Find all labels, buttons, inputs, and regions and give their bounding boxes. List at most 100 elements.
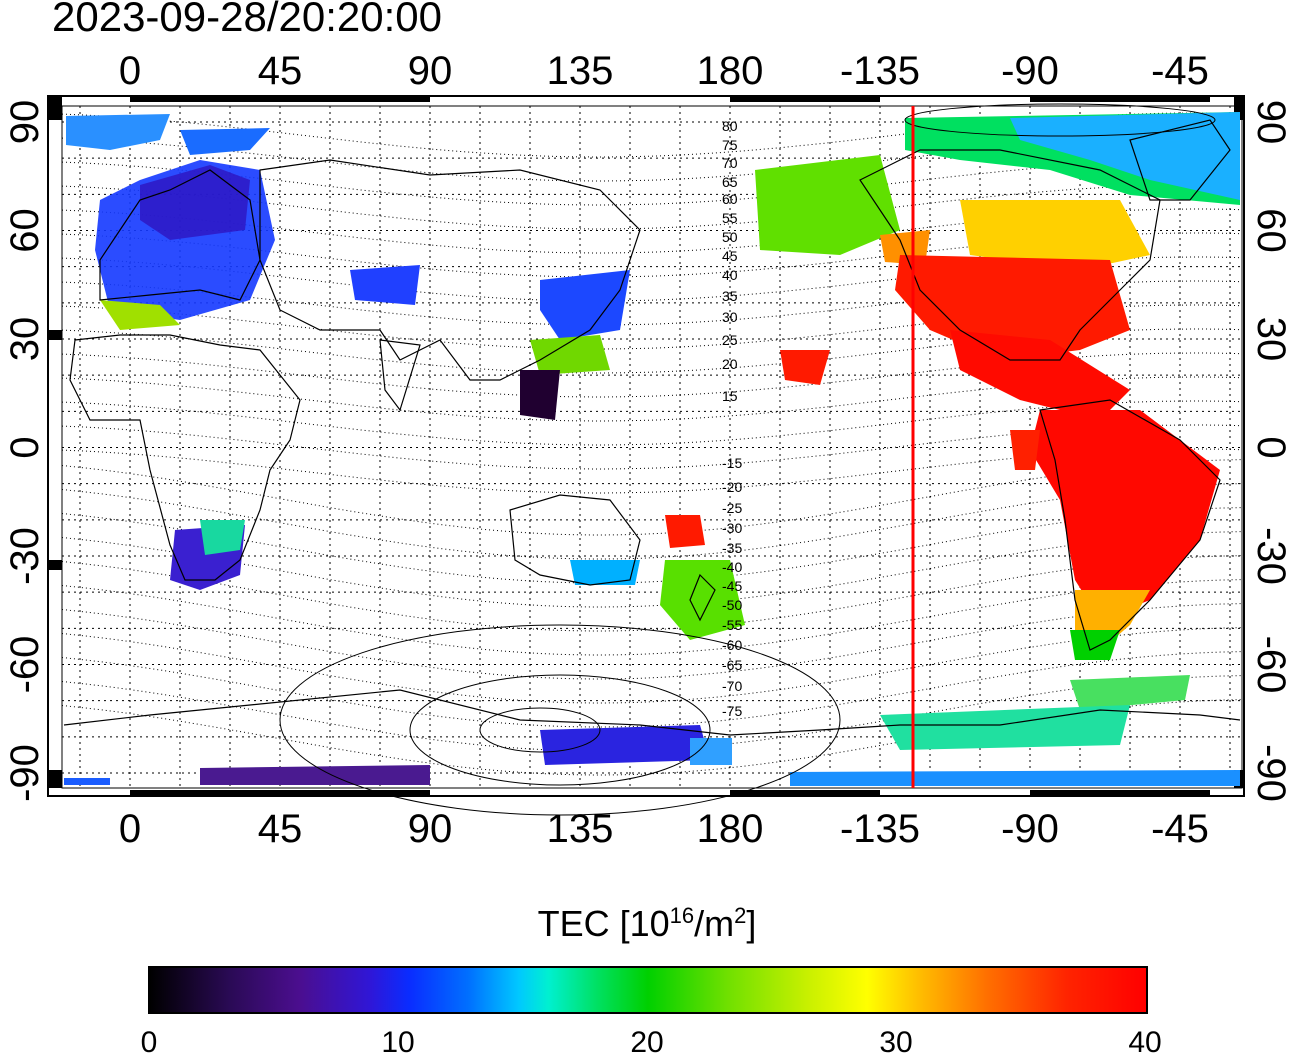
tec-patch-central-america	[950, 330, 1130, 420]
tick-label: 90	[1249, 100, 1293, 145]
contour-label: 40	[722, 267, 738, 283]
field-contour-line	[61, 651, 1243, 728]
contour-label: 55	[722, 210, 738, 226]
contour-label: 80	[722, 118, 738, 134]
colorbar-title-sup2: 2	[734, 903, 747, 928]
contour-label: 15	[722, 388, 738, 404]
contour-label: -60	[722, 637, 742, 653]
tick-label: -90	[1001, 807, 1059, 851]
tick-label: 180	[697, 807, 764, 851]
field-contour-line	[61, 531, 1243, 608]
tick-label: -30	[1249, 527, 1293, 585]
colorbar-tick-40: 40	[1128, 1026, 1162, 1059]
coast-india	[379, 339, 421, 412]
tick-label: 0	[1249, 436, 1293, 458]
contour-label: -25	[722, 500, 742, 516]
tec-patch-south-africa-2	[200, 520, 245, 555]
top-lon-ticks: 0 45 90 135 180 -135 -90 -45	[119, 49, 1209, 93]
tec-patch-se-asia	[520, 370, 560, 420]
tec-patch-arctic-blue	[1010, 112, 1240, 200]
field-contour-line	[61, 459, 1243, 536]
tick-label: -135	[840, 807, 920, 851]
magnetic-contours	[279, 103, 1216, 816]
tick-label: -135	[840, 49, 920, 93]
contour-label: 60	[722, 191, 738, 207]
contour-label: -75	[722, 703, 742, 719]
colorbar-tick-10: 10	[381, 1026, 415, 1059]
tick-label: 45	[258, 49, 303, 93]
tick-label: 90	[408, 807, 453, 851]
coast-europe	[99, 169, 261, 301]
tick-label: -90	[1249, 744, 1293, 802]
tick-label: -90	[3, 744, 47, 802]
tick-label: 45	[258, 807, 303, 851]
timestamp: 2023-09-28/20:20:00	[52, 0, 442, 40]
tec-patch-central-asia	[350, 265, 420, 305]
tec-patch-ross-sea	[790, 770, 1240, 786]
contour-label: 75	[722, 137, 738, 153]
colorbar	[148, 966, 1148, 1014]
contour-label: -50	[722, 597, 742, 613]
tick-label: -30	[3, 527, 47, 585]
tec-patch-australia	[570, 560, 640, 585]
tec-patch-pacific-south	[1010, 430, 1040, 470]
contour-label: -70	[722, 678, 742, 694]
tec-patch-south-america	[1030, 410, 1220, 620]
tick-label: 135	[547, 807, 614, 851]
tick-label: -45	[1151, 807, 1209, 851]
tec-patch-antarctic-cyan	[690, 738, 732, 765]
tec-patch-north-pacific	[755, 155, 900, 255]
coast-asia	[259, 159, 641, 381]
tick-label: 0	[3, 436, 47, 458]
tick-label: 0	[119, 807, 141, 851]
coast-antarctica	[63, 689, 1241, 736]
tec-patch-europe-north	[140, 165, 250, 240]
tick-label: 90	[408, 49, 453, 93]
contour-label: 30	[722, 309, 738, 325]
field-contour-line	[61, 579, 1243, 656]
tec-patch-arctic-europe-2	[180, 128, 270, 155]
coastlines	[63, 119, 1241, 736]
tec-patch-antarctic-edge	[64, 778, 110, 785]
field-contour-line	[61, 483, 1243, 560]
contour-label: -15	[722, 455, 742, 471]
coast-australia	[509, 494, 641, 586]
tec-patch-antarctic-purple	[200, 765, 430, 785]
tec-patch-patagonia-south	[1070, 630, 1120, 660]
contour-label: 65	[722, 174, 738, 190]
coast-nz	[689, 573, 716, 622]
contour-label: -20	[722, 479, 742, 495]
colorbar-tick-20: 20	[630, 1026, 664, 1059]
tick-label: 60	[3, 208, 47, 253]
tick-label: 60	[1249, 208, 1293, 253]
contour-label: 35	[722, 288, 738, 304]
colorbar-title-prefix: TEC [10	[537, 903, 670, 944]
tick-label: -45	[1151, 49, 1209, 93]
colorbar-title-mid: /m	[694, 903, 735, 944]
tec-patch-east-asia	[540, 270, 630, 340]
tec-patch-nz	[660, 560, 745, 640]
colorbar-title-sup1: 16	[669, 903, 695, 928]
contour-label: -35	[722, 540, 742, 556]
contour-label: 70	[722, 155, 738, 171]
colorbar-tick-30: 30	[879, 1026, 913, 1059]
coast-south-america	[1039, 399, 1221, 651]
left-lat-ticks: 90 60 30 0 -30 -60 -90	[3, 100, 47, 802]
tec-patch-arctic-europe	[66, 114, 170, 150]
tec-patch-antarctic-peninsula	[1070, 675, 1190, 710]
contour-label: 20	[722, 356, 738, 372]
tec-patch-hawaii	[780, 350, 830, 385]
contour-label: 45	[722, 248, 738, 264]
coast-north-america	[859, 149, 1161, 361]
field-contour-line	[61, 507, 1243, 584]
tec-patch-med	[100, 300, 180, 330]
tick-label: 180	[697, 49, 764, 93]
tick-label: 0	[119, 49, 141, 93]
coast-africa	[69, 334, 301, 581]
side-tick-bars	[48, 96, 1244, 796]
tick-label: 135	[547, 49, 614, 93]
tec-patch-antarctic-americas	[880, 705, 1130, 750]
tec-patch-china	[530, 335, 610, 375]
